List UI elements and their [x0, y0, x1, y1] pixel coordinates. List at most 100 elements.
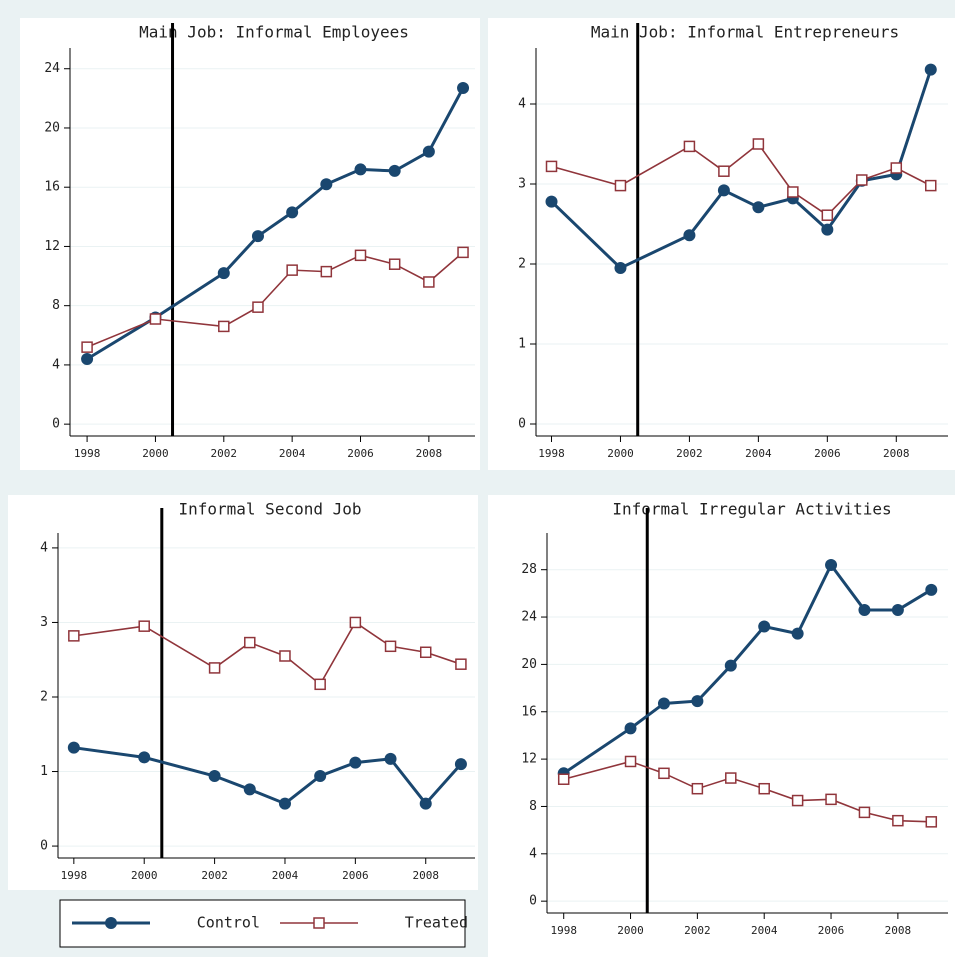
legend-label: Treated: [405, 914, 468, 932]
point: [81, 341, 93, 353]
y-tick-label: 4: [52, 357, 60, 372]
point: [683, 229, 696, 242]
point: [454, 758, 467, 771]
y-tick-label: 8: [529, 799, 537, 814]
point: [419, 797, 432, 810]
point: [758, 782, 770, 795]
point: [252, 301, 264, 313]
chart-title: Main Job: Informal Entrepreneurs: [591, 23, 899, 42]
point: [423, 276, 435, 288]
point: [218, 320, 230, 333]
x-tick-label: 2002: [201, 869, 228, 882]
point: [349, 616, 362, 629]
legend-label: Control: [197, 914, 260, 932]
point: [138, 620, 150, 632]
point: [388, 258, 401, 270]
point: [683, 140, 696, 153]
point: [691, 695, 704, 708]
plot-background: [8, 495, 478, 890]
point: [349, 756, 362, 769]
point: [614, 262, 627, 274]
point: [217, 267, 230, 280]
y-tick-label: 2: [40, 689, 48, 704]
x-tick-label: 2000: [142, 447, 169, 460]
x-tick-label: 2002: [211, 447, 238, 460]
point: [557, 773, 570, 785]
point: [924, 63, 937, 76]
x-tick-label: 1998: [538, 447, 565, 460]
x-tick-label: 2008: [412, 869, 439, 882]
point: [825, 793, 837, 806]
point: [624, 722, 637, 735]
x-tick-label: 2000: [131, 869, 158, 882]
point: [758, 620, 771, 633]
x-tick-label: 2004: [279, 447, 306, 460]
point: [314, 678, 326, 691]
point: [658, 767, 670, 780]
x-tick-label: 2000: [617, 924, 644, 937]
y-tick-label: 2: [518, 257, 526, 272]
point: [354, 249, 367, 262]
x-tick-label: 1998: [74, 447, 101, 460]
x-tick-label: 2008: [885, 924, 912, 937]
point: [138, 751, 151, 764]
point: [787, 186, 799, 198]
point: [208, 770, 221, 783]
x-tick-label: 2006: [347, 447, 374, 460]
point: [791, 627, 804, 640]
x-tick-label: 2008: [883, 447, 910, 460]
point: [657, 697, 670, 710]
point: [244, 636, 256, 649]
x-tick-label: 2006: [818, 924, 845, 937]
series-line: [550, 69, 933, 270]
y-tick-label: 0: [40, 839, 48, 854]
point: [208, 662, 221, 674]
point: [320, 178, 333, 191]
y-tick-label: 16: [44, 180, 60, 195]
point: [821, 209, 834, 221]
point: [384, 752, 397, 765]
point: [388, 164, 401, 177]
point: [624, 755, 637, 768]
point: [545, 195, 558, 208]
y-tick-label: 1: [518, 337, 526, 352]
legend-marker: [105, 917, 117, 929]
chart-title: Informal Second Job: [178, 500, 361, 519]
y-tick-label: 0: [529, 894, 537, 909]
series-line: [551, 142, 932, 217]
point: [286, 206, 299, 219]
y-tick-label: 3: [40, 615, 48, 630]
point: [422, 145, 435, 158]
x-tick-label: 2002: [676, 447, 703, 460]
point: [354, 163, 367, 176]
point: [286, 264, 298, 276]
x-tick-label: 2004: [745, 447, 772, 460]
point: [925, 179, 937, 192]
y-tick-label: 1: [40, 764, 48, 779]
x-tick-label: 2004: [751, 924, 778, 937]
point: [717, 184, 730, 197]
point: [614, 179, 627, 192]
point: [67, 741, 80, 754]
point: [68, 630, 80, 642]
point: [858, 806, 871, 819]
point: [890, 162, 903, 174]
series-line: [73, 621, 462, 686]
point: [314, 770, 327, 783]
point: [455, 658, 467, 670]
x-tick-label: 1998: [550, 924, 577, 937]
point: [251, 230, 264, 243]
y-tick-label: 0: [52, 417, 60, 432]
point: [279, 650, 291, 662]
y-tick-label: 0: [518, 417, 526, 432]
y-tick-label: 24: [44, 61, 60, 76]
point: [752, 201, 765, 214]
y-tick-label: 12: [44, 239, 60, 254]
point: [825, 558, 838, 571]
point: [457, 246, 469, 259]
x-tick-label: 2004: [272, 869, 299, 882]
y-tick-label: 4: [518, 97, 526, 112]
point: [858, 603, 871, 616]
point: [791, 794, 804, 807]
